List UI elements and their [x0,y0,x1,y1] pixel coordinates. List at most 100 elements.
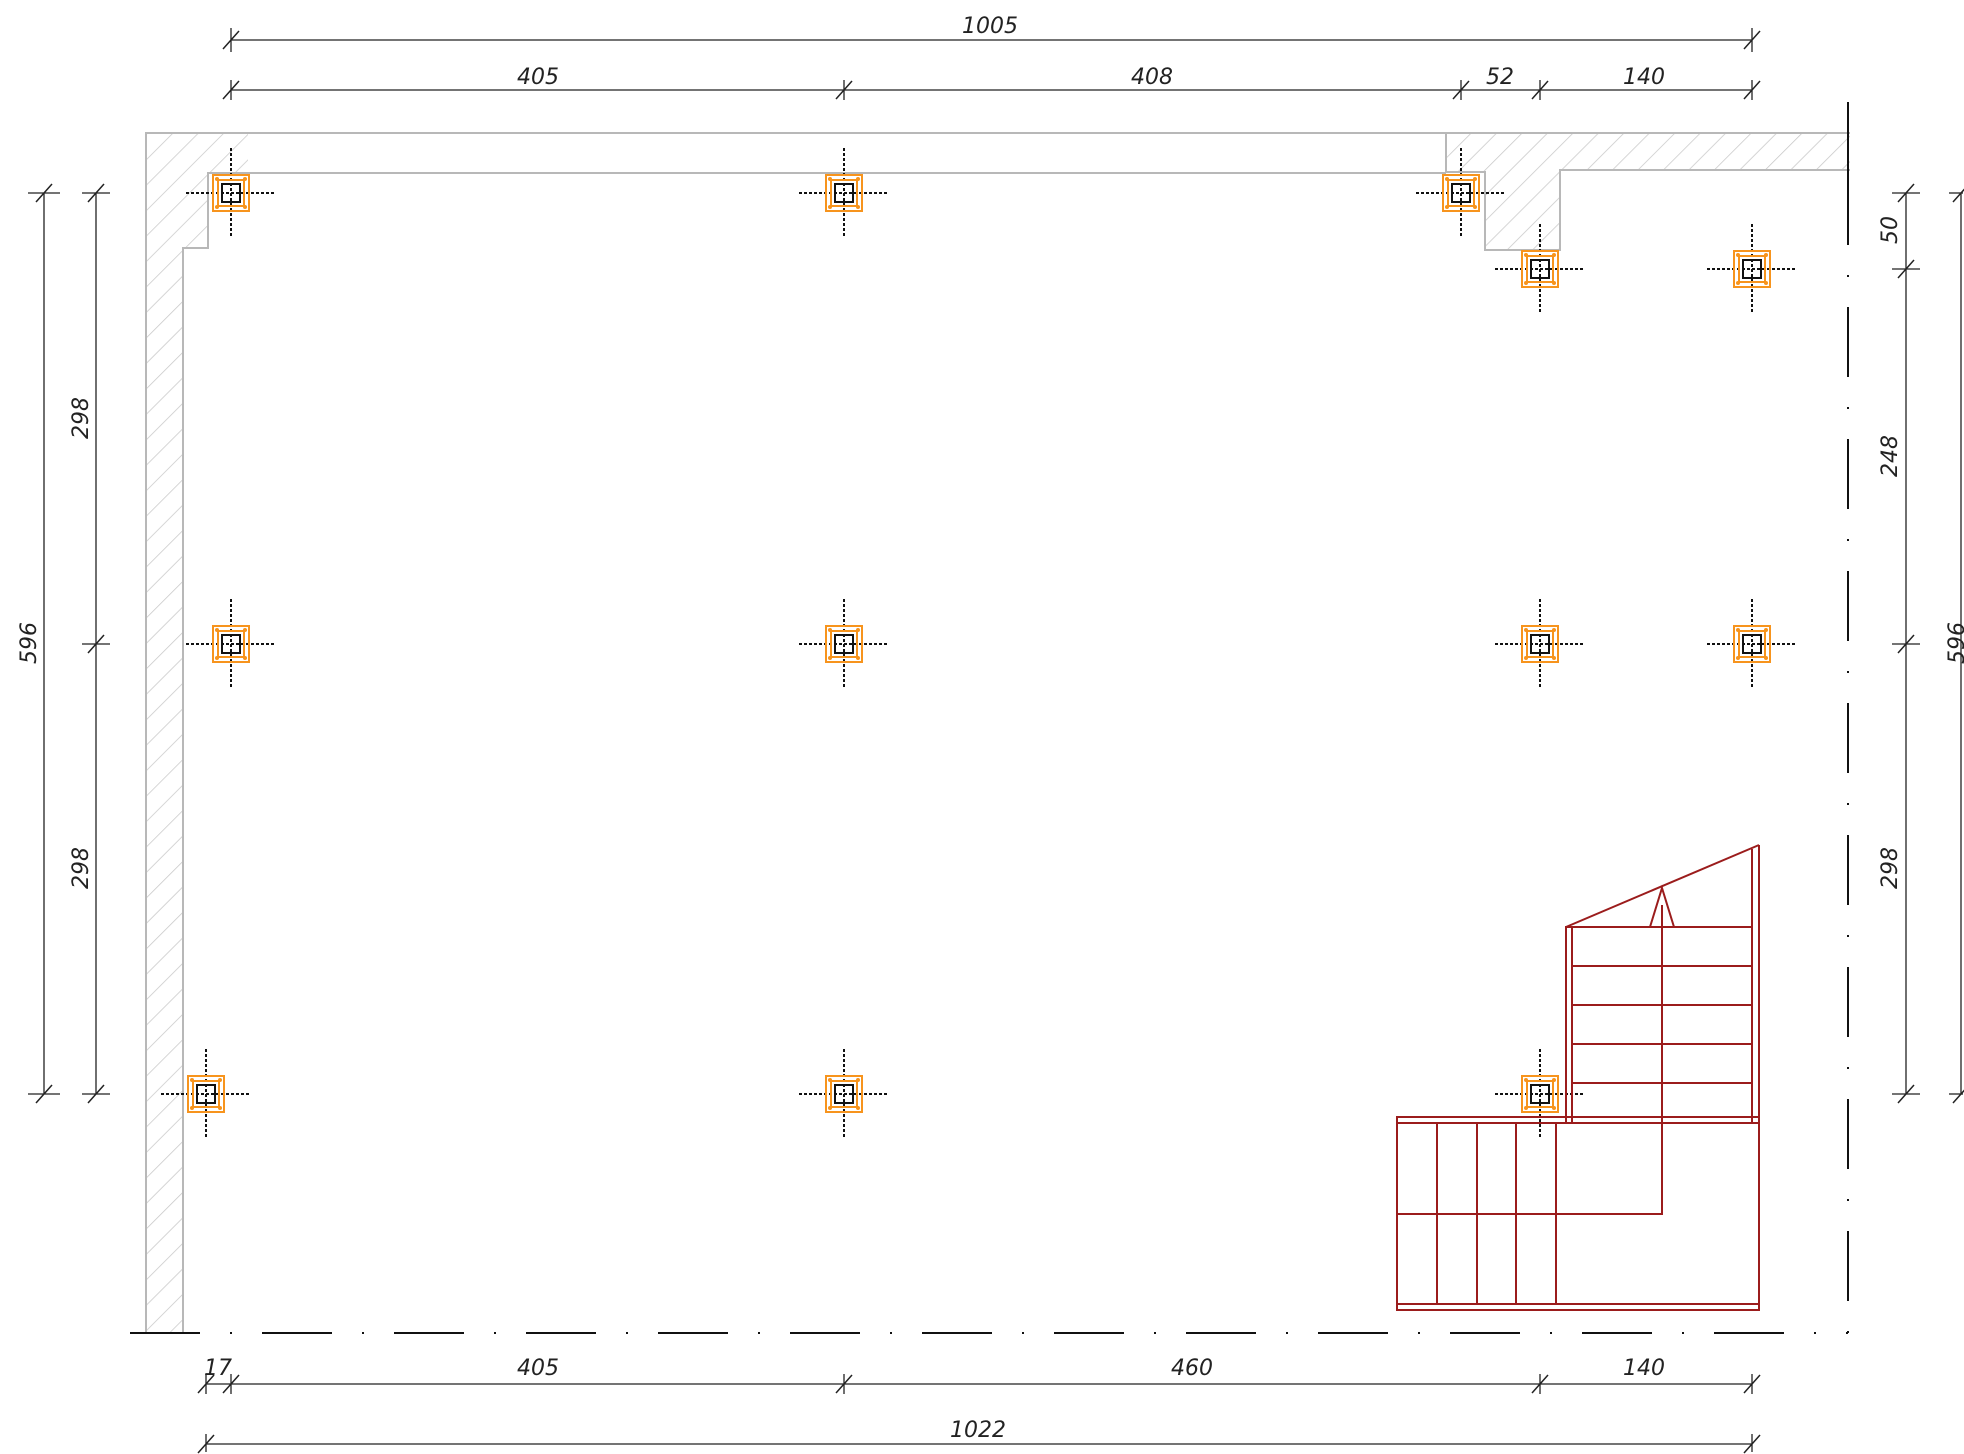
stair-upper-flight-outline [1565,926,1753,1123]
dimension-line-horizontal [197,1374,1761,1394]
column-inner-square [1447,179,1475,207]
dimension-tick [87,183,105,203]
staircase [1396,844,1760,1311]
dimension-tick [222,30,240,50]
column-rebar-dot [1552,1078,1556,1082]
dimension-labels: 1005 405 408 52 140 17 405 460 140 1022 … [17,14,1964,1443]
column-outer-square [1521,250,1559,288]
dimension-tick [87,634,105,654]
column-core-square [1530,259,1550,279]
dimension-tick [35,183,53,203]
column-rebar-dot [215,205,219,209]
left-wall-inner-outline [182,172,248,1333]
column-rebar-dot [856,628,860,632]
column-inner-square [830,1080,858,1108]
column-rebar-dot [1736,281,1740,285]
dim-top-overall: 1005 [962,14,1018,39]
columns-layer [161,148,1797,1139]
column-inner-square [1738,255,1766,283]
dim-top-segment: 405 [517,65,559,90]
column-inner-square [1526,630,1554,658]
dimension-tick [835,1374,853,1394]
column-rebar-dot [1552,628,1556,632]
column [186,599,276,689]
column-rebar-dot [828,177,832,181]
column-rebar-dot [1445,177,1449,181]
column-rebar-dot [1552,656,1556,660]
column-core-square [1451,183,1471,203]
dimension-tick [1743,80,1761,100]
column [161,1049,251,1139]
dimension-tick [1743,1374,1761,1394]
dimension-line-vertical [28,183,60,1104]
dim-top-segment: 408 [1131,65,1173,90]
dimension-tick [197,1374,215,1394]
stair-walking-line [1397,905,1663,1215]
dimension-tick [1531,1374,1549,1394]
column [799,1049,889,1139]
dimension-tick [1531,80,1549,100]
column-outer-square [825,1075,863,1113]
column-rebar-dot [856,177,860,181]
dimension-line-horizontal [222,28,1761,52]
column-core-square [221,634,241,654]
top-right-wall-outline [1445,132,1850,251]
dimension-tick [222,1374,240,1394]
dimension-tick [835,80,853,100]
dim-bottom-segment: 17 [204,1356,232,1381]
column-core-square [1530,1084,1550,1104]
column-core-square [1742,634,1762,654]
dimension-tick [1952,188,1964,203]
dimension-tick [1743,30,1761,50]
column-rebar-dot [1524,253,1528,257]
column-rebar-dot [1473,177,1477,181]
column-rebar-dot [1736,656,1740,660]
column-rebar-dot [218,1106,222,1110]
dimension-line-horizontal [197,1434,1761,1454]
column [799,599,889,689]
column-rebar-dot [215,628,219,632]
plan-boundaries [130,102,1849,1334]
dimension-tick [1452,80,1470,100]
column-rebar-dot [1736,253,1740,257]
dimension-tick [1897,634,1915,654]
dim-right-overall: 596 [1945,622,1964,664]
dim-right-segment: 248 [1878,435,1903,477]
column [799,148,889,238]
column-rebar-dot [856,205,860,209]
column-rebar-dot [1524,281,1528,285]
column-rebar-dot [828,656,832,660]
column-inner-square [192,1080,220,1108]
column-rebar-dot [1473,205,1477,209]
column-inner-square [830,630,858,658]
dimension-tick [35,1084,53,1104]
left-wall-outline [145,132,248,1333]
column-inner-square [217,179,245,207]
column-inner-square [1526,1080,1554,1108]
column-rebar-dot [1764,253,1768,257]
column-rebar-dot [243,177,247,181]
column-outer-square [825,174,863,212]
column-outer-square [212,174,250,212]
column-outer-square [825,625,863,663]
column-outer-square [1442,174,1480,212]
dim-right-segment: 50 [1878,216,1903,244]
column-core-square [834,634,854,654]
column-outer-square [1733,250,1771,288]
column-core-square [834,183,854,203]
column-core-square [196,1084,216,1104]
column-rebar-dot [243,628,247,632]
dim-bottom-segment: 405 [517,1356,559,1381]
column [1416,148,1506,238]
dim-left-segment: 298 [69,847,94,889]
column [1495,599,1585,689]
column-outer-square [1521,1075,1559,1113]
column-rebar-dot [1552,281,1556,285]
column-rebar-dot [828,628,832,632]
dim-top-segment: 140 [1623,65,1665,90]
dimension-tick [87,1084,105,1104]
walls [145,132,1850,1333]
dimensions-layer [28,28,1964,1454]
column-core-square [834,1084,854,1104]
